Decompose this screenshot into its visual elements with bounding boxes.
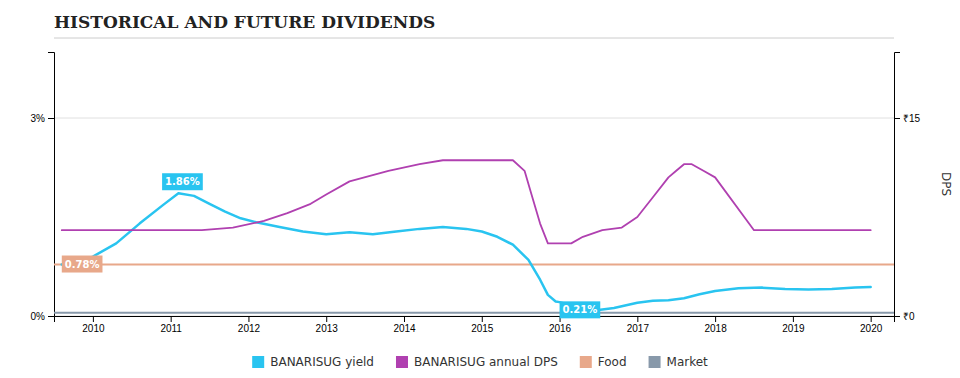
tick: 2011 bbox=[160, 316, 182, 334]
annotation-label: 1.86% bbox=[165, 176, 200, 187]
legend: BANARISUG yield BANARISUG annual DPS Food M… bbox=[252, 355, 708, 369]
tick-label: 2015 bbox=[471, 323, 494, 334]
tick-label: 2019 bbox=[782, 323, 805, 334]
tick-label: 2017 bbox=[627, 323, 650, 334]
reference-line bbox=[54, 312, 894, 314]
legend-label: BANARISUG annual DPS bbox=[414, 355, 558, 369]
tick: 2013 bbox=[316, 316, 339, 334]
y2-axis-title: DPS bbox=[939, 172, 953, 196]
line bbox=[62, 160, 871, 243]
tick-label: 2010 bbox=[82, 323, 105, 334]
legend-label: Market bbox=[667, 355, 709, 369]
tick-mark bbox=[637, 316, 638, 322]
annotation-label: 0.21% bbox=[563, 304, 598, 315]
tick-label: 3% bbox=[31, 113, 46, 124]
tick-mark bbox=[326, 316, 327, 322]
tick-label: 2016 bbox=[549, 323, 572, 334]
y2-axis: ₹0 ₹15 bbox=[894, 53, 921, 322]
annotation-box bbox=[62, 256, 103, 273]
axis-line bbox=[48, 53, 55, 317]
tick: 2012 bbox=[238, 316, 261, 334]
annotation: 1.86% bbox=[162, 173, 203, 190]
legend-item: BANARISUG yield bbox=[252, 355, 374, 369]
tick-mark bbox=[93, 316, 94, 322]
tick: 2016 bbox=[549, 316, 572, 334]
tick-label: ₹0 bbox=[903, 311, 915, 322]
title-divider bbox=[54, 38, 894, 39]
annotation-label: 0.78% bbox=[65, 259, 100, 270]
grid bbox=[54, 118, 894, 316]
tick: 0% bbox=[31, 311, 54, 322]
line bbox=[62, 193, 871, 310]
legend-swatch bbox=[649, 356, 661, 368]
annotation: 0.21% bbox=[560, 301, 601, 318]
tick-mark bbox=[248, 316, 249, 322]
tick-mark bbox=[482, 316, 483, 322]
legend-swatch bbox=[396, 356, 408, 368]
tick: 3% bbox=[31, 113, 54, 124]
annotations: 1.86% 0.78% 0.21% bbox=[62, 173, 600, 318]
axis-line bbox=[55, 317, 895, 323]
tick: 2018 bbox=[704, 316, 727, 334]
tick-label: 2013 bbox=[316, 323, 339, 334]
reference-line bbox=[54, 264, 894, 266]
legend-swatch bbox=[580, 356, 592, 368]
tick-mark bbox=[404, 316, 405, 322]
tick-label: 2020 bbox=[860, 323, 883, 334]
legend-swatch bbox=[252, 356, 264, 368]
annotation-box bbox=[162, 173, 203, 190]
marks bbox=[54, 160, 894, 312]
tick: 2020 bbox=[860, 316, 883, 334]
tick-label: 2018 bbox=[704, 323, 727, 334]
tick-label: ₹15 bbox=[903, 113, 921, 124]
legend-item: Food bbox=[580, 355, 627, 369]
tick: 2015 bbox=[471, 316, 494, 334]
tick-mark bbox=[171, 316, 172, 322]
plot: 2010 2011 2012 2013 2014 2015 2016 2017 2018 2019… bbox=[31, 53, 953, 335]
tick: ₹15 bbox=[894, 113, 921, 124]
tick: 2010 bbox=[82, 316, 105, 334]
tick-label: 0% bbox=[31, 311, 46, 322]
tick-mark bbox=[894, 118, 900, 119]
x-axis: 2010 2011 2012 2013 2014 2015 2016 2017 2018 2019… bbox=[55, 316, 895, 334]
annotation-box bbox=[560, 301, 601, 318]
tick-mark bbox=[48, 316, 54, 317]
tick: 2019 bbox=[782, 316, 805, 334]
tick-mark bbox=[793, 316, 794, 322]
legend-item: BANARISUG annual DPS bbox=[396, 355, 558, 369]
annotation: 0.78% bbox=[62, 256, 103, 273]
tick-label: 2011 bbox=[160, 323, 182, 334]
tick-mark bbox=[715, 316, 716, 322]
chart: HISTORICAL AND FUTURE DIVIDENDS201020112… bbox=[0, 0, 960, 378]
legend-label: Food bbox=[598, 355, 627, 369]
tick-label: 2014 bbox=[393, 323, 416, 334]
axis-line bbox=[895, 53, 901, 317]
legend-item: Market bbox=[649, 355, 709, 369]
title: HISTORICAL AND FUTURE DIVIDENDS bbox=[54, 12, 435, 32]
tick-label: 2012 bbox=[238, 323, 261, 334]
tick: ₹0 bbox=[894, 311, 915, 322]
tick-mark bbox=[48, 118, 54, 119]
tick-mark bbox=[894, 316, 900, 317]
tick: 2017 bbox=[627, 316, 650, 334]
tick: 2014 bbox=[393, 316, 416, 334]
y-axis: 0% 3% bbox=[31, 53, 55, 322]
grid-line bbox=[54, 118, 894, 119]
legend-label: BANARISUG yield bbox=[270, 355, 374, 369]
tick-mark bbox=[871, 316, 872, 322]
